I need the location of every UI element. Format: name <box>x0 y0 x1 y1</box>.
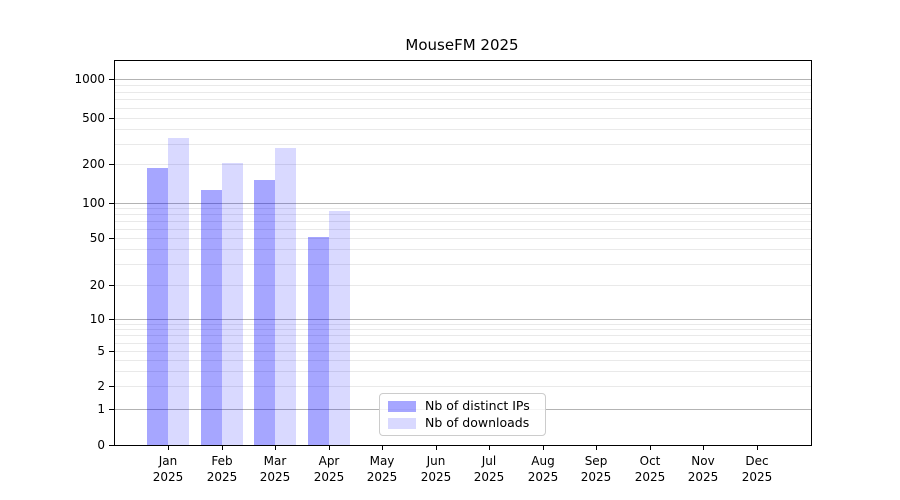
gridline-minor <box>115 285 811 286</box>
gridline-minor <box>115 324 811 325</box>
x-tick <box>489 445 490 450</box>
gridline-minor <box>115 249 811 250</box>
y-tick-label: 5 <box>97 344 105 358</box>
y-tick <box>109 118 115 119</box>
gridline-minor <box>115 85 811 86</box>
y-tick-label: 500 <box>82 111 105 125</box>
gridline-minor <box>115 118 811 119</box>
gridline-minor <box>115 360 811 361</box>
y-tick <box>109 409 115 410</box>
legend: Nb of distinct IPs Nb of downloads <box>379 393 546 436</box>
y-tick <box>109 445 115 446</box>
legend-swatch-downloads <box>388 417 416 429</box>
x-tick <box>650 445 651 450</box>
y-tick <box>109 79 115 80</box>
gridline-major <box>115 319 811 320</box>
x-tick-label: Apr 2025 <box>313 454 345 484</box>
y-tick-label: 100 <box>82 196 105 210</box>
gridline-minor <box>115 335 811 336</box>
gridline-minor <box>115 108 811 109</box>
gridline-minor <box>115 229 811 230</box>
x-tick-label: Sep 2025 <box>580 454 612 484</box>
x-tick-label: Aug 2025 <box>527 454 559 484</box>
bar-distinct-ips <box>147 168 168 445</box>
y-tick-label: 2 <box>97 379 105 393</box>
gridline-major <box>115 203 811 204</box>
gridline-minor <box>115 329 811 330</box>
gridline-minor <box>115 264 811 265</box>
y-tick-label: 1000 <box>74 72 105 86</box>
gridline-minor <box>115 343 811 344</box>
legend-label-downloads: Nb of downloads <box>425 415 530 430</box>
legend-swatch-distinct-ips <box>388 400 416 412</box>
x-tick <box>436 445 437 450</box>
y-tick <box>109 203 115 204</box>
y-tick <box>109 238 115 239</box>
y-tick-label: 0 <box>97 438 105 452</box>
y-tick <box>109 351 115 352</box>
plot-area: Nb of distinct IPs Nb of downloads 0 1 2 5 1… <box>74 60 812 484</box>
gridline-minor <box>115 221 811 222</box>
bar-downloads <box>168 138 189 445</box>
bar-distinct-ips <box>201 190 222 445</box>
x-tick-label: Mar 2025 <box>259 454 291 484</box>
x-tick-label: Jul 2025 <box>473 454 505 484</box>
x-tick-label: Nov 2025 <box>687 454 719 484</box>
legend-label-distinct-ips: Nb of distinct IPs <box>425 398 530 413</box>
legend-item-downloads: Nb of downloads <box>388 416 537 430</box>
y-tick-label: 10 <box>89 312 105 326</box>
x-tick <box>543 445 544 450</box>
x-tick-label: Oct 2025 <box>634 454 666 484</box>
bar-downloads <box>222 163 243 445</box>
bar-distinct-ips <box>254 180 275 445</box>
x-tick-label: Jun 2025 <box>420 454 452 484</box>
chart-title: MouseFM 2025 <box>405 36 519 54</box>
bar-downloads <box>329 211 350 445</box>
gridline-minor <box>115 371 811 372</box>
gridline-minor <box>115 238 811 239</box>
bar-distinct-ips <box>308 237 329 445</box>
y-tick <box>109 319 115 320</box>
x-tick <box>596 445 597 450</box>
y-tick <box>109 164 115 165</box>
gridline-minor <box>115 386 811 387</box>
x-tick-label: Feb 2025 <box>206 454 238 484</box>
y-tick-label: 20 <box>89 278 105 292</box>
x-tick <box>703 445 704 450</box>
x-tick <box>168 445 169 450</box>
bar-downloads <box>275 148 296 445</box>
gridline-major <box>115 79 811 80</box>
gridline-minor <box>115 92 811 93</box>
gridline-minor <box>115 208 811 209</box>
y-tick <box>109 285 115 286</box>
y-tick-label: 200 <box>82 157 105 171</box>
gridline-minor <box>115 214 811 215</box>
x-tick <box>275 445 276 450</box>
x-tick <box>757 445 758 450</box>
x-tick <box>382 445 383 450</box>
y-tick <box>109 386 115 387</box>
gridline-minor <box>115 129 811 130</box>
gridline-minor <box>115 144 811 145</box>
y-tick-label: 50 <box>89 231 105 245</box>
x-tick <box>222 445 223 450</box>
gridline-minor <box>115 164 811 165</box>
gridline-minor <box>115 99 811 100</box>
x-tick <box>329 445 330 450</box>
gridline-minor <box>115 351 811 352</box>
y-tick-label: 1 <box>97 402 105 416</box>
x-tick-label: May 2025 <box>366 454 398 484</box>
x-tick-label: Dec 2025 <box>741 454 773 484</box>
legend-item-distinct-ips: Nb of distinct IPs <box>388 399 537 413</box>
x-tick-label: Jan 2025 <box>152 454 184 484</box>
